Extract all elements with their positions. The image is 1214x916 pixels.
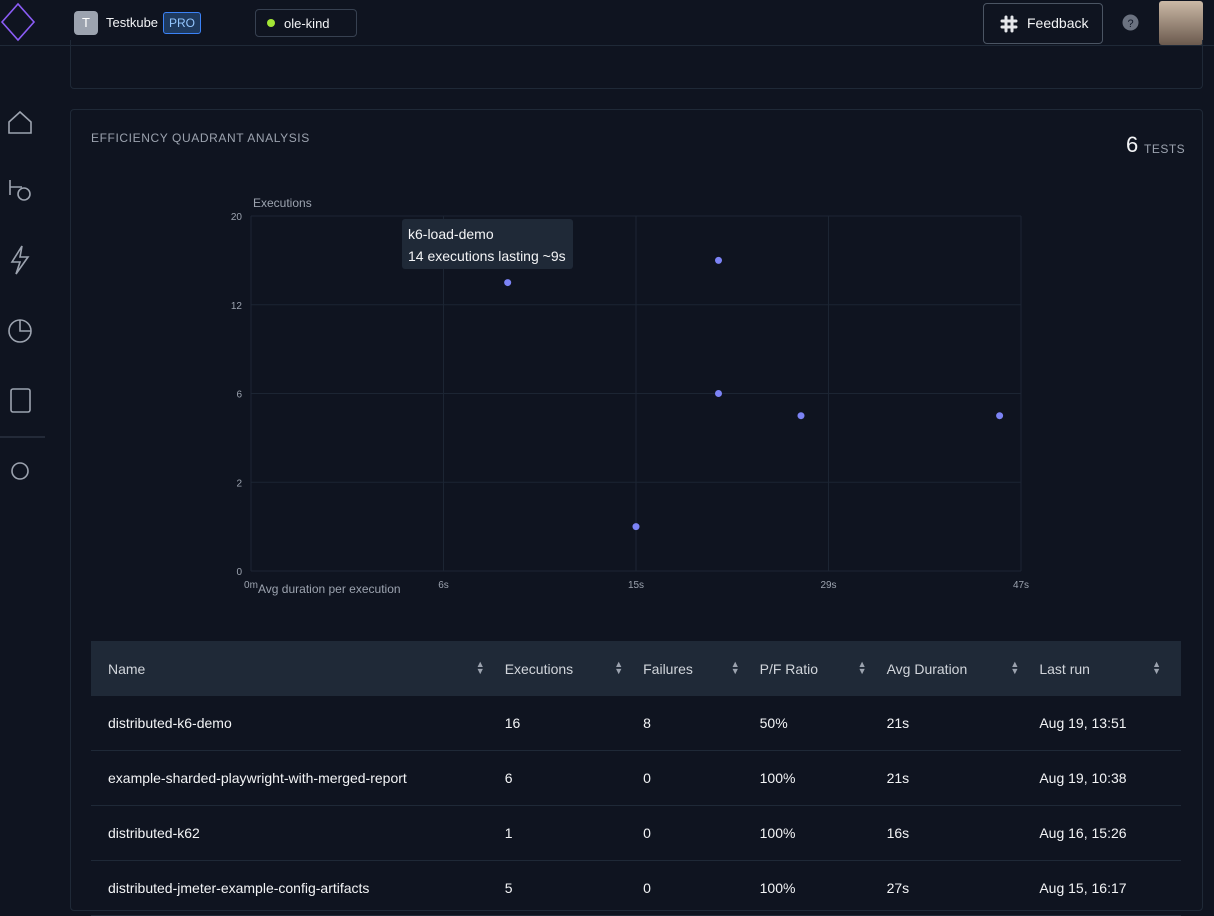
table-row[interactable]: distributed-k62 1 0 100% 16s Aug 16, 15:26 xyxy=(91,805,1181,861)
test-count: 6 xyxy=(1126,132,1139,157)
x-tick-label: 6s xyxy=(438,580,449,591)
column-header[interactable]: P/F Ratio ▲ ▼ xyxy=(759,641,887,696)
table-cell: distributed-k62 xyxy=(91,805,505,861)
reports-icon[interactable] xyxy=(10,388,31,413)
data-point xyxy=(715,390,722,397)
table-row[interactable]: example-sharded-playwright-with-merged-r… xyxy=(91,750,1181,806)
table-body: distributed-k6-demo 16 8 50% 21s Aug 19, 13:5… xyxy=(91,696,1181,916)
scatter-chart: Executions Avg duration per execution 0 2… xyxy=(231,196,1029,596)
table-cell: 6 xyxy=(504,750,644,806)
table-row[interactable]: distributed-jmeter-example-config-artifa… xyxy=(91,860,1181,916)
table-cell: example-sharded-playwright-with-merged-r… xyxy=(91,750,505,806)
x-axis-title: Avg duration per execution xyxy=(258,582,401,596)
section-title: EFFICIENCY QUADRANT ANALYSIS xyxy=(91,131,310,145)
x-tick-label: 29s xyxy=(820,580,836,591)
previous-card xyxy=(70,40,1203,89)
user-avatar[interactable] xyxy=(1159,1,1203,45)
y-axis-title: Executions xyxy=(253,196,312,210)
executions-icon[interactable] xyxy=(10,245,30,275)
sort-icon[interactable]: ▲ ▼ xyxy=(1010,658,1020,676)
table-cell: Aug 19, 13:51 xyxy=(1039,696,1181,751)
column-header[interactable]: Failures ▲ ▼ xyxy=(643,641,760,696)
x-tick-label: 15s xyxy=(628,580,644,591)
table-cell: 0 xyxy=(643,750,760,806)
test-count-unit: TESTS xyxy=(1144,142,1186,156)
logo[interactable] xyxy=(0,2,36,42)
svg-text:?: ? xyxy=(1127,18,1133,30)
data-point xyxy=(996,412,1004,420)
table-cell: Aug 16, 15:26 xyxy=(1039,805,1181,861)
column-header-label: Avg Duration xyxy=(886,660,968,677)
sort-icon[interactable]: ▲ ▼ xyxy=(614,658,624,676)
data-point xyxy=(504,279,512,287)
feedback-label: Feedback xyxy=(1027,15,1089,31)
status-dot xyxy=(267,19,275,27)
table-cell: 8 xyxy=(643,696,760,751)
column-header-label: Executions xyxy=(504,660,574,677)
table-cell: 50% xyxy=(759,696,887,751)
x-tick-label: 47s xyxy=(1013,580,1029,591)
sort-icon[interactable]: ▲ ▼ xyxy=(1152,658,1161,676)
table-cell: 1 xyxy=(504,805,644,861)
plan-badge: PRO xyxy=(163,12,202,34)
column-header-label: P/F Ratio xyxy=(759,660,818,677)
table-cell: 21s xyxy=(886,696,1040,751)
table-cell: 100% xyxy=(759,805,887,861)
table-cell: 5 xyxy=(504,860,644,916)
sort-icon[interactable]: ▲ ▼ xyxy=(475,658,485,676)
analytics-icon-slice xyxy=(19,320,31,332)
data-point xyxy=(632,523,640,531)
column-header-label: Name xyxy=(108,660,146,677)
y-tick-label: 0 xyxy=(236,567,242,578)
sort-icon[interactable]: ▲ ▼ xyxy=(857,658,867,676)
column-header-label: Failures xyxy=(643,660,693,677)
column-header[interactable]: Avg Duration ▲ ▼ xyxy=(886,641,1040,696)
environment-select[interactable]: ole-kind xyxy=(255,9,357,37)
table-cell: distributed-jmeter-example-config-artifa… xyxy=(91,860,505,916)
org-badge[interactable]: T xyxy=(74,11,98,35)
tests-icon[interactable] xyxy=(9,180,22,195)
tooltip: k6-load-demo 14 executions lasting ~9s xyxy=(402,219,573,269)
column-header[interactable]: Last run ▲ ▼ xyxy=(1039,641,1181,696)
table-cell: 0 xyxy=(643,805,760,861)
tests-table: Name ▲ ▼ Executions ▲ ▼ Failures ▲ ▼ P/F Ratio ▲ ▼ A… xyxy=(91,641,1181,916)
org-name[interactable]: Testkube xyxy=(106,15,159,30)
column-header-label: Last run xyxy=(1039,660,1090,677)
y-tick-label: 6 xyxy=(236,390,242,401)
table-cell: 21s xyxy=(886,750,1040,806)
tooltip-text: 14 executions lasting ~9s xyxy=(408,248,566,264)
table-cell: 100% xyxy=(759,750,887,806)
table-header: Name ▲ ▼ Executions ▲ ▼ Failures ▲ ▼ P/F Ratio ▲ ▼ A… xyxy=(91,641,1181,696)
slack-icon xyxy=(1000,15,1018,33)
data-point xyxy=(797,412,805,420)
table-cell: 27s xyxy=(886,860,1040,916)
table-cell: 0 xyxy=(643,860,760,916)
table-cell: Aug 15, 16:17 xyxy=(1039,860,1181,916)
column-header[interactable]: Executions ▲ ▼ xyxy=(504,641,644,696)
table-cell: 16 xyxy=(504,696,644,751)
y-tick-label: 20 xyxy=(231,212,243,223)
table-row[interactable]: distributed-k6-demo 16 8 50% 21s Aug 19, 13:5… xyxy=(91,696,1181,751)
settings-icon[interactable] xyxy=(11,462,29,480)
y-tick-label: 2 xyxy=(236,478,242,489)
table-cell: 100% xyxy=(759,860,887,916)
tooltip-title: k6-load-demo xyxy=(408,226,494,242)
environment-name: ole-kind xyxy=(284,16,330,31)
sort-icon[interactable]: ▲ ▼ xyxy=(730,658,740,676)
y-tick-label: 12 xyxy=(231,301,243,312)
data-point xyxy=(715,256,722,264)
sidebar xyxy=(0,2,45,480)
x-tick-label: 0m xyxy=(244,580,258,591)
table-cell: Aug 19, 10:38 xyxy=(1039,750,1181,806)
column-header[interactable]: Name ▲ ▼ xyxy=(91,641,505,696)
table-cell: distributed-k6-demo xyxy=(91,696,505,751)
tests-icon-circle xyxy=(17,187,31,201)
help-icon[interactable]: ? xyxy=(1122,14,1139,31)
table-cell: 16s xyxy=(886,805,1040,861)
home-icon[interactable] xyxy=(8,110,32,134)
feedback-button[interactable]: Feedback xyxy=(983,3,1103,44)
